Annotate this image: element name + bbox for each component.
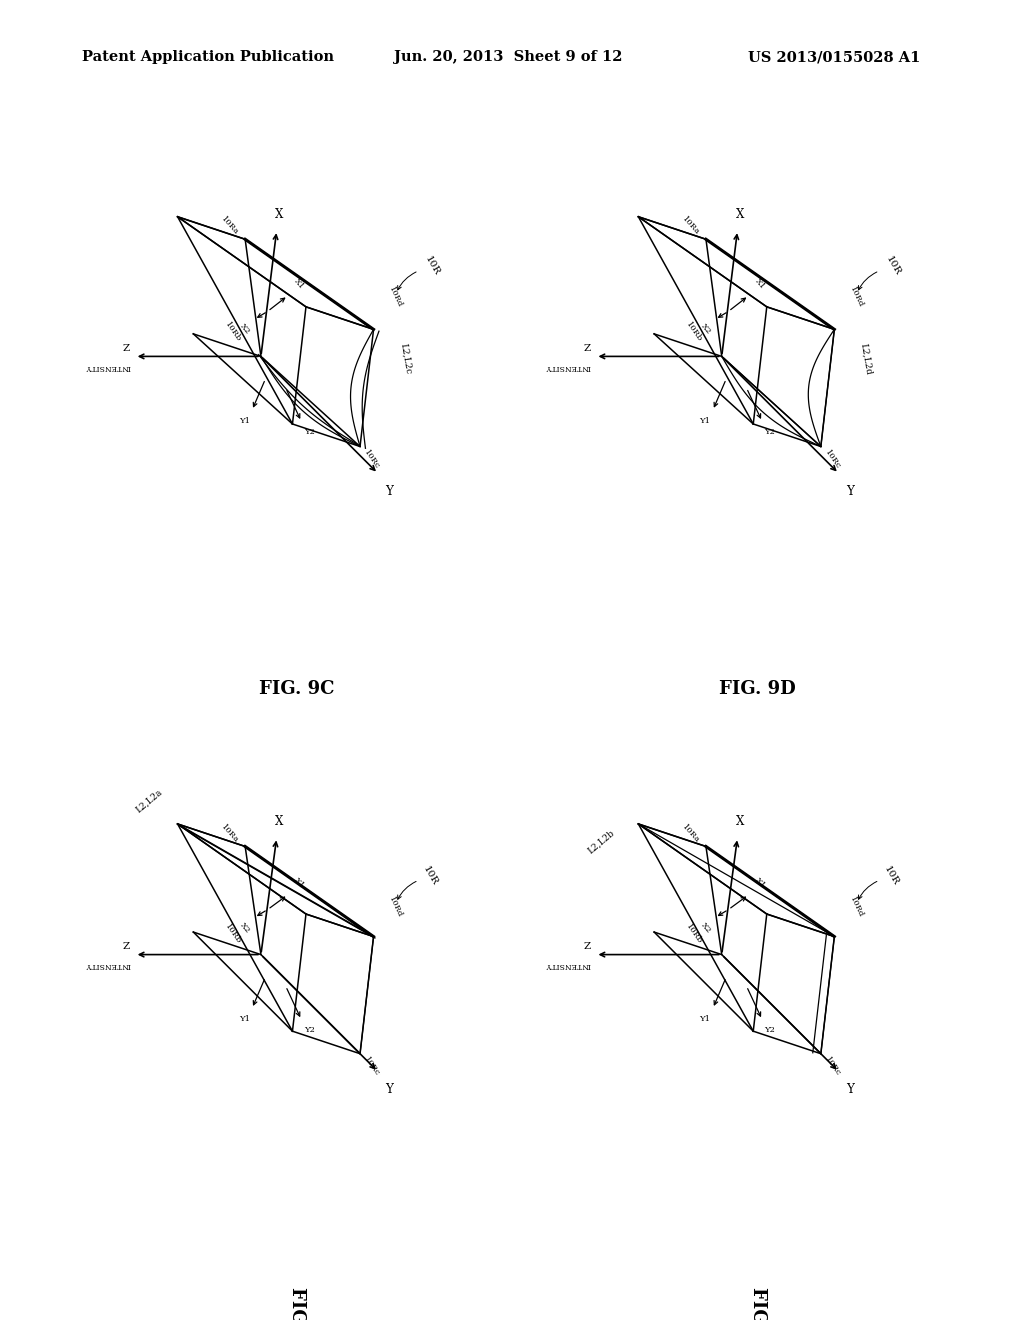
Text: 10Rb: 10Rb	[684, 923, 703, 945]
Text: X: X	[274, 209, 283, 222]
Text: 10Rd: 10Rd	[848, 285, 864, 309]
Text: X1: X1	[293, 876, 306, 890]
Text: 10Rd: 10Rd	[848, 895, 864, 919]
Text: X1: X1	[754, 277, 767, 292]
Text: 10Rb: 10Rb	[223, 319, 243, 343]
Text: 10R: 10R	[421, 865, 439, 887]
Text: X2: X2	[239, 322, 252, 337]
Text: Y1: Y1	[699, 1015, 711, 1023]
Text: 10R: 10R	[423, 255, 441, 277]
Text: Y1: Y1	[239, 1015, 250, 1023]
Text: 10R: 10R	[884, 255, 902, 277]
Text: 10Rb: 10Rb	[684, 319, 703, 343]
Text: X: X	[735, 816, 743, 829]
Text: X2: X2	[699, 322, 713, 337]
Text: 10Ra: 10Ra	[681, 822, 701, 845]
Text: L2,L2c: L2,L2c	[398, 343, 413, 375]
Text: X1: X1	[754, 876, 767, 890]
Text: X: X	[735, 209, 743, 222]
Text: Z: Z	[123, 343, 130, 352]
Text: 10Ra: 10Ra	[220, 822, 241, 845]
Text: 10Ra: 10Ra	[220, 215, 241, 238]
Text: FIG. 9A: FIG. 9A	[288, 1287, 306, 1320]
Text: Z: Z	[123, 942, 130, 950]
Text: L2,L2b: L2,L2b	[586, 829, 615, 855]
Text: Y1: Y1	[239, 417, 250, 425]
Text: Y: Y	[846, 1082, 854, 1096]
Text: Y2: Y2	[304, 428, 314, 436]
Text: X1: X1	[293, 277, 306, 292]
Text: 10R: 10R	[882, 865, 900, 887]
Text: INTENSITY: INTENSITY	[85, 961, 130, 969]
Text: INTENSITY: INTENSITY	[85, 363, 130, 371]
Text: Y2: Y2	[765, 428, 775, 436]
Text: Patent Application Publication: Patent Application Publication	[82, 50, 334, 65]
Text: Y1: Y1	[699, 417, 711, 425]
Text: 10Rc: 10Rc	[823, 449, 842, 471]
Text: Y2: Y2	[304, 1026, 314, 1034]
Text: Y: Y	[385, 484, 393, 498]
Text: Y: Y	[385, 1082, 393, 1096]
Text: FIG. 9D: FIG. 9D	[720, 680, 796, 698]
Text: Jun. 20, 2013  Sheet 9 of 12: Jun. 20, 2013 Sheet 9 of 12	[394, 50, 623, 65]
Text: 10Rb: 10Rb	[223, 923, 243, 945]
Text: 10Ra: 10Ra	[681, 215, 701, 238]
Text: FIG. 9C: FIG. 9C	[259, 680, 335, 698]
Text: Y2: Y2	[765, 1026, 775, 1034]
Text: 10Rc: 10Rc	[362, 449, 381, 471]
Text: FIG. 9B: FIG. 9B	[749, 1287, 767, 1320]
Text: X: X	[274, 816, 283, 829]
Text: US 2013/0155028 A1: US 2013/0155028 A1	[748, 50, 920, 65]
Text: Y: Y	[846, 484, 854, 498]
Text: INTENSITY: INTENSITY	[546, 363, 591, 371]
Text: Z: Z	[584, 343, 591, 352]
Text: 10Rd: 10Rd	[387, 895, 403, 919]
Text: L2,L2d: L2,L2d	[859, 343, 873, 376]
Text: X2: X2	[239, 921, 252, 935]
Text: L2,L2a: L2,L2a	[134, 788, 164, 814]
Text: 10Rc: 10Rc	[362, 1056, 381, 1078]
Text: 10Rc: 10Rc	[823, 1056, 842, 1078]
Text: 10Rd: 10Rd	[387, 285, 403, 309]
Text: Z: Z	[584, 942, 591, 950]
Text: X2: X2	[699, 921, 713, 935]
Text: INTENSITY: INTENSITY	[546, 961, 591, 969]
